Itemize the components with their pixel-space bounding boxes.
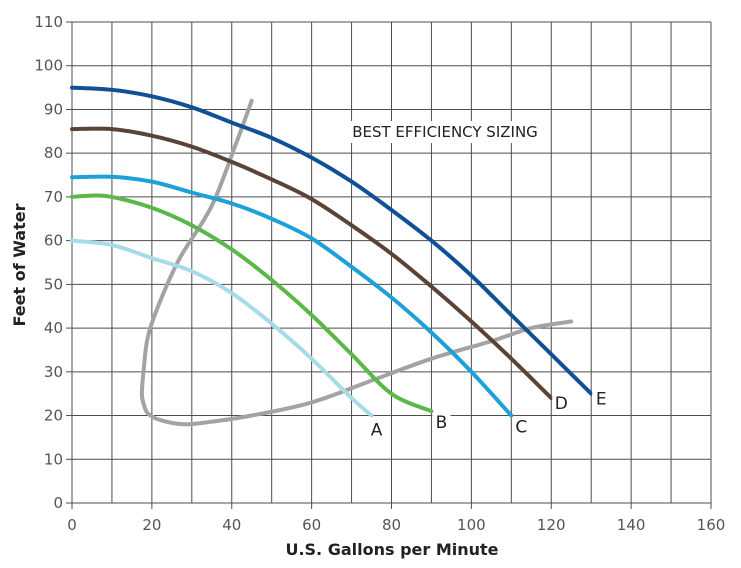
pump-curve-d — [70, 126, 554, 401]
pump-curve-a — [70, 238, 374, 418]
curve-labels: A B C D E — [367, 389, 611, 441]
y-tick-label: 80 — [44, 144, 63, 162]
y-axis-title: Feet of Water — [10, 203, 29, 326]
x-tick-label: 20 — [142, 516, 161, 534]
x-tick-label: 60 — [302, 516, 321, 534]
pump-curve-b — [70, 193, 434, 414]
pump-curve-e — [70, 85, 594, 396]
y-tick-label: 60 — [44, 232, 63, 250]
x-tick-label: 140 — [617, 516, 646, 534]
curve-label-d: D — [555, 394, 568, 414]
curve-label-e: E — [596, 390, 607, 410]
curve-label-b: B — [436, 413, 448, 433]
y-tick-label: 20 — [44, 407, 63, 425]
curve-label-background — [552, 394, 571, 414]
curve-label-background — [432, 413, 451, 433]
y-tick-label: 50 — [44, 275, 63, 293]
curves — [70, 85, 594, 427]
y-tick-label: 90 — [44, 100, 63, 118]
y-tick-label: 100 — [34, 57, 63, 75]
x-tick-label: 160 — [697, 516, 726, 534]
x-tick-label: 40 — [222, 516, 241, 534]
gridlines — [66, 21, 712, 509]
y-tick-label: 0 — [53, 494, 63, 512]
curve-label-c: C — [515, 418, 527, 438]
y-tick-label: 110 — [34, 13, 63, 31]
y-tick-label: 30 — [44, 363, 63, 381]
y-tick-label: 10 — [44, 450, 63, 468]
curve-label-background — [512, 417, 531, 437]
curve-label-background — [367, 420, 386, 440]
y-tick-label: 40 — [44, 319, 63, 337]
tick-labels: 0 20 40 60 80 100 120 140 160 0 10 20 30 40 50 60 70 80 90… — [34, 13, 725, 534]
x-tick-label: 100 — [457, 516, 486, 534]
pump-curve-c — [70, 174, 514, 418]
annotation-best-efficiency: BEST EFFICIENCY SIZING — [352, 123, 538, 141]
x-tick-label: 80 — [382, 516, 401, 534]
y-tick-label: 70 — [44, 188, 63, 206]
x-axis-title: U.S. Gallons per Minute — [285, 540, 498, 559]
x-tick-label: 0 — [67, 516, 77, 534]
curve-label-background — [592, 389, 611, 409]
best-efficiency-curve — [139, 98, 574, 427]
annotation-background — [348, 121, 542, 143]
curve-label-a: A — [371, 421, 383, 441]
x-tick-label: 120 — [537, 516, 566, 534]
